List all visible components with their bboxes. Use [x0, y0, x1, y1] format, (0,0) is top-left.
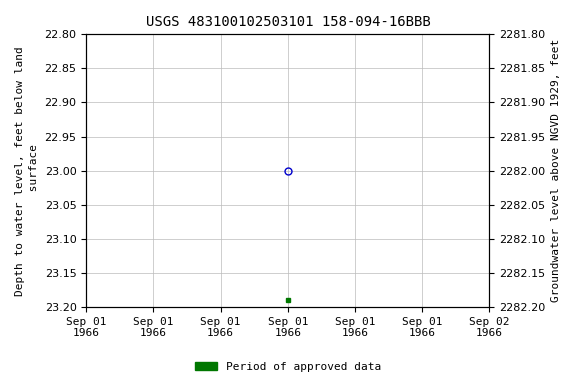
Y-axis label: Depth to water level, feet below land
 surface: Depth to water level, feet below land su…: [15, 46, 39, 296]
Legend: Period of approved data: Period of approved data: [191, 358, 385, 377]
Y-axis label: Groundwater level above NGVD 1929, feet: Groundwater level above NGVD 1929, feet: [551, 39, 561, 302]
Title: USGS 483100102503101 158-094-16BBB: USGS 483100102503101 158-094-16BBB: [146, 15, 430, 29]
